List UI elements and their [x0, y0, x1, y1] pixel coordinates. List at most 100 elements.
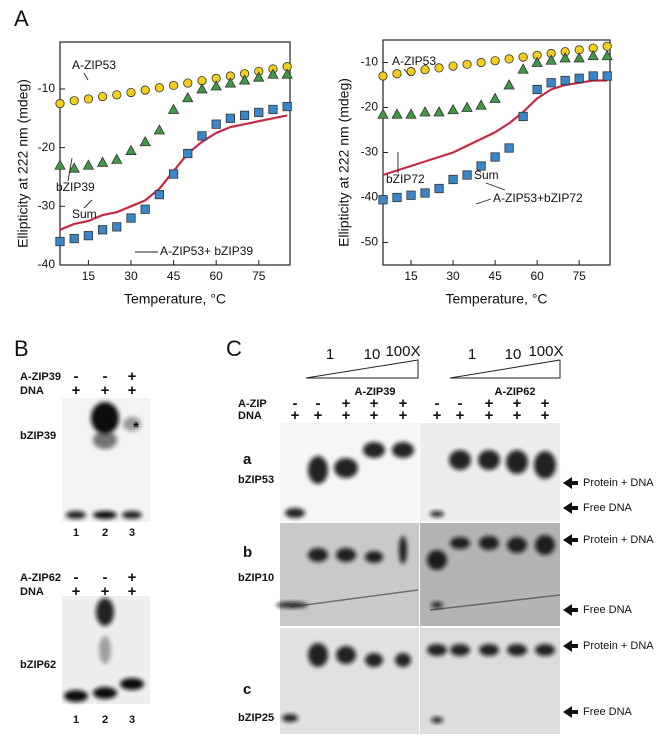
gel-band — [334, 458, 358, 478]
gel-band — [365, 551, 383, 563]
point — [196, 83, 208, 94]
point — [83, 94, 93, 104]
gel-band — [99, 636, 111, 664]
point — [392, 69, 402, 79]
arrow — [563, 477, 578, 489]
panel-label: A — [14, 6, 29, 31]
point — [532, 84, 542, 95]
dose-label: 100X — [528, 343, 563, 360]
arrow — [563, 604, 578, 616]
lane-number: 3 — [129, 714, 135, 726]
gel — [280, 628, 419, 734]
point — [434, 183, 444, 194]
gel-band — [395, 653, 411, 667]
band-label: Protein + DNA — [583, 477, 654, 489]
gel-band — [450, 537, 470, 549]
sign: + — [370, 395, 379, 412]
point — [574, 73, 584, 83]
point — [560, 75, 570, 86]
point — [168, 169, 179, 179]
row-label: A-ZIP39 — [20, 371, 61, 383]
gel-band — [535, 535, 555, 555]
protein-label: bZIP62 — [20, 659, 56, 671]
point — [448, 61, 458, 71]
point — [602, 41, 612, 51]
sign: - — [458, 395, 463, 412]
gel-band — [122, 511, 142, 519]
point — [588, 71, 598, 81]
point — [268, 104, 278, 115]
gel-band — [478, 450, 500, 470]
sign: + — [128, 583, 137, 600]
point — [391, 108, 403, 119]
gel-band — [507, 537, 527, 553]
point — [82, 159, 95, 170]
sign: + — [541, 395, 550, 412]
gel-band — [336, 548, 356, 562]
y-tick-label: -30 — [38, 198, 56, 212]
point — [476, 57, 486, 68]
gel-band — [91, 402, 119, 434]
sign: + — [485, 395, 494, 412]
leader-line — [475, 198, 492, 205]
panel-label: C — [226, 336, 242, 361]
point — [531, 56, 543, 67]
point — [154, 83, 164, 93]
lane-number: 3 — [129, 527, 135, 539]
y-tick-label: -20 — [361, 100, 379, 114]
row-label: A-ZIP62 — [20, 572, 61, 584]
gel-band — [479, 644, 499, 656]
gel-band — [506, 450, 528, 474]
leader-line — [485, 182, 506, 191]
gel — [280, 523, 419, 626]
protein-label: bZIP53 — [238, 474, 274, 486]
point — [518, 111, 528, 122]
x-tick-label: 30 — [446, 269, 460, 283]
point — [447, 103, 459, 115]
sign: - — [74, 368, 79, 385]
series-line — [382, 79, 608, 177]
point — [254, 107, 264, 118]
point — [490, 152, 500, 162]
gel-band — [285, 508, 305, 518]
point — [83, 231, 93, 241]
x-tick-label: 15 — [404, 269, 418, 283]
arrow — [563, 640, 578, 652]
gel-band — [96, 598, 114, 626]
gel-band — [534, 451, 556, 479]
gel-band — [365, 653, 383, 667]
point — [448, 174, 458, 185]
point — [111, 153, 123, 164]
point — [489, 92, 501, 103]
dose-wedge — [305, 359, 419, 379]
point — [211, 119, 221, 129]
point — [434, 63, 444, 73]
arrow — [563, 706, 578, 718]
point — [54, 159, 66, 170]
point — [239, 110, 250, 120]
point — [139, 135, 151, 147]
point — [406, 66, 416, 77]
point — [55, 99, 65, 109]
sign: + — [399, 407, 408, 424]
band-label: Free DNA — [583, 706, 633, 718]
point — [253, 71, 265, 82]
x-axis-label: Temperature, °C — [445, 291, 547, 307]
sign: + — [342, 407, 351, 424]
sign: + — [485, 407, 494, 424]
point — [55, 236, 65, 247]
gel-band — [276, 602, 308, 608]
point — [126, 87, 136, 98]
gel-band — [392, 442, 414, 458]
gel-band — [308, 456, 328, 484]
gel-band — [308, 548, 328, 562]
point — [545, 54, 557, 65]
y-tick-label: -10 — [361, 55, 379, 69]
gel-band — [399, 536, 407, 564]
point — [405, 108, 417, 119]
gel-band — [123, 417, 141, 431]
band-label: Protein + DNA — [583, 534, 654, 546]
point — [97, 225, 108, 235]
asterisk: * — [133, 419, 139, 436]
